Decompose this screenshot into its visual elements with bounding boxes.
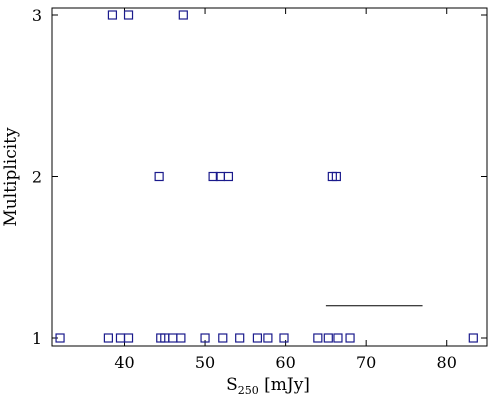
data-point xyxy=(123,10,134,20)
data-points xyxy=(55,10,478,343)
y-tick-label: 1 xyxy=(32,329,42,348)
data-point xyxy=(123,333,134,343)
data-point xyxy=(176,333,186,343)
y-tick-label: 3 xyxy=(32,6,42,25)
data-point xyxy=(168,333,178,343)
data-point xyxy=(218,333,228,343)
x-tick-label: 50 xyxy=(195,353,215,372)
axis-ticks: 40 50 60 70 80 1 2 3 xyxy=(32,6,487,372)
data-point xyxy=(55,333,65,343)
data-point xyxy=(263,333,273,343)
data-point xyxy=(235,333,245,343)
data-point xyxy=(208,171,218,182)
data-point xyxy=(345,333,355,343)
data-point xyxy=(279,333,289,343)
x-tick-label: 80 xyxy=(437,353,457,372)
plot-frame xyxy=(51,7,488,347)
x-tick-label: 60 xyxy=(275,353,295,372)
y-tick-label: 2 xyxy=(32,168,42,187)
data-point xyxy=(331,171,341,182)
data-point xyxy=(223,171,234,182)
data-point xyxy=(333,333,343,343)
data-point xyxy=(200,333,210,343)
x-axis-label: S250 [mJy] xyxy=(226,375,310,397)
data-point xyxy=(313,333,323,343)
data-point xyxy=(468,333,478,343)
data-point xyxy=(115,333,126,343)
x-tick-label: 70 xyxy=(356,353,376,372)
data-point xyxy=(323,333,333,343)
data-point xyxy=(107,10,118,20)
data-point xyxy=(252,333,263,343)
x-tick-label: 40 xyxy=(114,353,134,372)
y-axis-label: Multiplicity xyxy=(1,127,21,227)
data-point xyxy=(178,10,188,20)
data-point xyxy=(154,171,164,182)
data-point xyxy=(103,333,113,343)
